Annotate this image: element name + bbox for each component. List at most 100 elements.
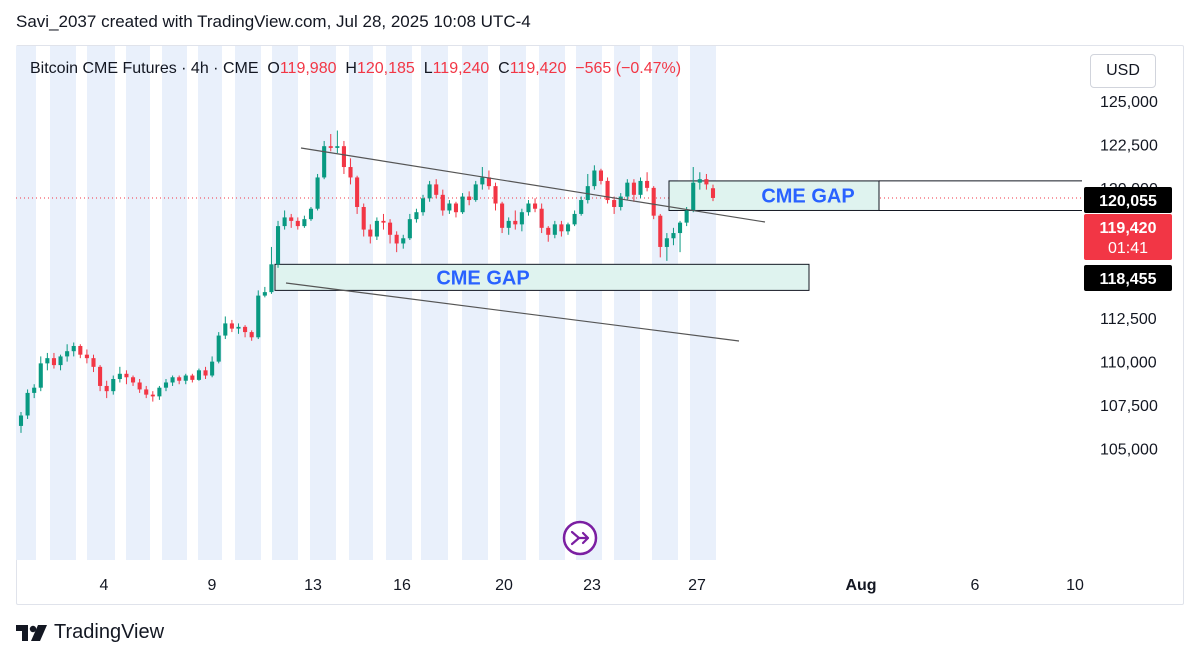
price-label-low-bg [1084,265,1172,291]
candle-body [678,222,683,234]
candle-body [480,177,485,185]
price-label-last: 119,420 [1100,220,1157,237]
y-tick-label: 112,500 [1100,311,1157,328]
candle-body [447,203,452,211]
candles [18,130,716,433]
cme-gap-label: CME GAP [761,186,854,208]
candle [513,210,518,230]
candle [645,172,650,192]
candle-body [427,184,432,199]
candle [565,222,571,235]
candle-body [289,217,294,221]
candle [130,375,136,386]
candle [243,325,248,338]
candle [295,217,300,230]
candle-body [282,217,287,227]
candle [137,379,142,393]
cme-gap-label: CME GAP [436,267,529,289]
x-tick-label: 10 [1066,577,1084,594]
candle [368,224,373,244]
chart-attribution: Savi_2037 created with TradingView.com, … [16,12,531,31]
price-label-high: 120,055 [1099,193,1157,210]
candle-body [335,146,340,148]
session-band [310,46,336,560]
session-band [690,46,716,560]
candle [177,375,182,385]
candle-body [163,382,169,388]
candle-body [414,212,419,220]
candle [664,233,669,261]
candle [486,170,491,190]
candle-body [420,198,426,213]
candle-body [434,184,439,195]
candle-body [453,203,459,213]
candle-body [704,179,709,185]
trendlines [285,147,766,342]
candle [533,198,538,213]
candle-body [170,377,175,383]
candle [355,175,360,214]
candle [691,167,696,213]
session-band [50,46,76,560]
candle-body [51,358,56,366]
candle-body [645,180,650,188]
candle-body [368,229,373,237]
candle-body [691,182,696,211]
candle-body [361,206,366,230]
candle-body [315,177,320,209]
candle-body [262,292,267,296]
candle-body [486,177,491,187]
candle [117,366,122,383]
candle [467,191,472,206]
candle [58,354,63,371]
candle-body [216,335,221,362]
trendline-lower [285,282,740,342]
candle [592,165,597,190]
candle [539,203,544,234]
candle-body [618,196,623,207]
candle [144,385,149,399]
candle-body [539,208,544,228]
footer-brand: TradingView [54,621,165,643]
candle-body [394,234,399,244]
candle [308,206,314,221]
session-band [272,46,298,560]
session-band [198,46,222,560]
candle-body [341,146,346,168]
candle-body [210,361,215,376]
price-label-low: 118,455 [1100,271,1157,288]
open-value: 119,980 [279,60,337,77]
price-label-last-bg [1084,214,1172,260]
candle [170,375,175,386]
candle-body [328,146,333,148]
tradingview-logo[interactable]: TradingView [16,621,164,644]
candle [190,373,195,383]
candle-body [546,227,551,235]
candle [625,179,630,201]
close-value: 119,420 [509,60,567,77]
x-tick-label: 6 [971,577,980,594]
candle-body [710,188,716,198]
candle [388,219,393,244]
ohlc-legend: Bitcoin CME Futures · 4h · CME O119,980 … [30,60,682,77]
candle [678,220,683,253]
candle [506,217,511,235]
candle [282,210,287,230]
session-band [539,46,565,560]
currency-button[interactable]: USD [1090,54,1156,88]
candle-body [440,194,445,211]
candle [500,201,505,234]
y-tick-label: 107,500 [1100,398,1158,415]
candle [559,220,564,237]
candle [223,316,228,340]
candle [407,213,412,240]
replay-icon [562,520,598,556]
session-band [87,46,115,560]
candle-body [45,358,50,364]
candle [460,193,465,214]
candle-body [585,186,590,201]
session-band [614,46,640,560]
price-labels: 120,055 119,420 01:41 118,455 [1084,187,1172,291]
candle-body [625,182,630,197]
